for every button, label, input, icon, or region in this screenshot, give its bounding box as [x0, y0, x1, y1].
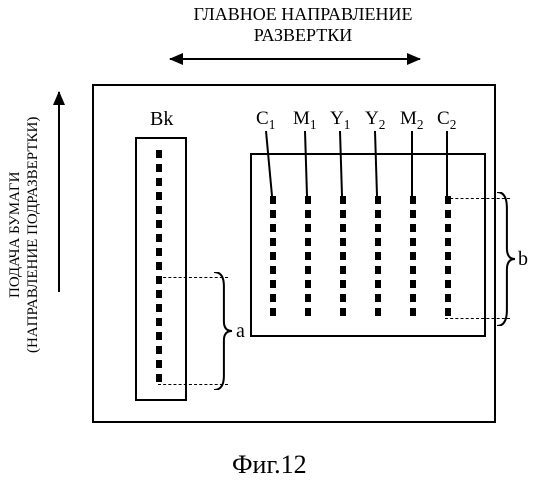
nozzle-dash	[156, 290, 162, 298]
nozzle-dash	[305, 252, 311, 260]
color-nozzle-column-0	[270, 196, 276, 316]
nozzle-dash	[156, 360, 162, 368]
color-label-c2: C2	[437, 108, 456, 133]
nozzle-dash	[156, 304, 162, 312]
nozzle-dash	[156, 262, 162, 270]
nozzle-dash	[156, 346, 162, 354]
nozzle-dash	[156, 150, 162, 158]
nozzle-dash	[156, 206, 162, 214]
bk-nozzle-column	[156, 150, 162, 382]
nozzle-dash	[445, 210, 451, 218]
nozzle-dash	[156, 234, 162, 242]
nozzle-dash	[156, 220, 162, 228]
color-label-y1: Y1	[330, 108, 350, 133]
nozzle-dash	[375, 210, 381, 218]
nozzle-dash	[156, 332, 162, 340]
main-scan-label-line1: ГЛАВНОЕ НАПРАВЛЕНИЕ	[194, 4, 413, 24]
nozzle-dash	[270, 252, 276, 260]
nozzle-dash	[305, 280, 311, 288]
nozzle-dash	[340, 308, 346, 316]
nozzle-dash	[410, 196, 416, 204]
nozzle-dash	[305, 224, 311, 232]
nozzle-dash	[375, 308, 381, 316]
nozzle-dash	[156, 192, 162, 200]
nozzle-dash	[305, 210, 311, 218]
main-scan-label-line2: РАЗВЕРТКИ	[254, 25, 353, 45]
paper-feed-label-line1: ПОДАЧА БУМАГИ	[7, 172, 23, 298]
nozzle-dash	[270, 294, 276, 302]
nozzle-dash	[340, 210, 346, 218]
nozzle-dash	[305, 238, 311, 246]
color-nozzle-column-5	[445, 196, 451, 316]
nozzle-dash	[156, 248, 162, 256]
nozzle-dash	[445, 308, 451, 316]
paper-feed-label-line2: (НАПРАВЛЕНИЕ ПОДРАЗВЕРТКИ)	[25, 117, 41, 353]
color-nozzle-column-2	[340, 196, 346, 316]
nozzle-dash	[305, 294, 311, 302]
color-nozzle-column-3	[375, 196, 381, 316]
nozzle-dash	[375, 294, 381, 302]
nozzle-dash	[375, 224, 381, 232]
nozzle-dash	[375, 196, 381, 204]
nozzle-dash	[410, 280, 416, 288]
nozzle-dash	[156, 178, 162, 186]
nozzle-dash	[270, 224, 276, 232]
nozzle-dash	[270, 266, 276, 274]
paper-feed-arrow	[58, 92, 60, 292]
nozzle-dash	[410, 308, 416, 316]
nozzle-dash	[410, 224, 416, 232]
brace-a	[214, 272, 232, 390]
label-a: a	[236, 320, 245, 343]
nozzle-dash	[305, 196, 311, 204]
nozzle-dash	[410, 266, 416, 274]
paper-feed-label: ПОДАЧА БУМАГИ(НАПРАВЛЕНИЕ ПОДРАЗВЕРТКИ)	[6, 90, 42, 380]
figure-caption: Фиг.12	[232, 450, 307, 480]
nozzle-dash	[410, 238, 416, 246]
main-scan-label: ГЛАВНОЕ НАПРАВЛЕНИЕРАЗВЕРТКИ	[168, 4, 438, 45]
color-label-m1: M1	[293, 108, 317, 133]
nozzle-dash	[410, 294, 416, 302]
nozzle-dash	[445, 266, 451, 274]
color-nozzle-column-1	[305, 196, 311, 316]
nozzle-dash	[340, 294, 346, 302]
nozzle-dash	[340, 252, 346, 260]
bk-label: Bk	[150, 108, 173, 131]
nozzle-dash	[270, 238, 276, 246]
color-nozzle-column-4	[410, 196, 416, 316]
label-b: b	[518, 248, 528, 271]
nozzle-dash	[375, 252, 381, 260]
nozzle-dash	[375, 266, 381, 274]
color-label-m2: M2	[400, 108, 424, 133]
nozzle-dash	[156, 164, 162, 172]
main-scan-arrow	[170, 58, 420, 60]
nozzle-dash	[340, 224, 346, 232]
nozzle-dash	[270, 280, 276, 288]
nozzle-dash	[305, 266, 311, 274]
nozzle-dash	[445, 238, 451, 246]
nozzle-dash	[270, 308, 276, 316]
nozzle-dash	[445, 252, 451, 260]
nozzle-dash	[445, 294, 451, 302]
nozzle-dash	[375, 238, 381, 246]
nozzle-dash	[305, 308, 311, 316]
color-label-y2: Y2	[365, 108, 385, 133]
brace-b	[497, 192, 515, 326]
nozzle-dash	[156, 318, 162, 326]
nozzle-dash	[156, 374, 162, 382]
nozzle-dash	[270, 210, 276, 218]
nozzle-dash	[375, 280, 381, 288]
nozzle-dash	[410, 252, 416, 260]
color-label-c1: C1	[256, 108, 275, 133]
nozzle-dash	[340, 280, 346, 288]
nozzle-dash	[340, 196, 346, 204]
nozzle-dash	[270, 196, 276, 204]
nozzle-dash	[340, 238, 346, 246]
nozzle-dash	[445, 224, 451, 232]
nozzle-dash	[340, 266, 346, 274]
nozzle-dash	[410, 210, 416, 218]
nozzle-dash	[445, 280, 451, 288]
